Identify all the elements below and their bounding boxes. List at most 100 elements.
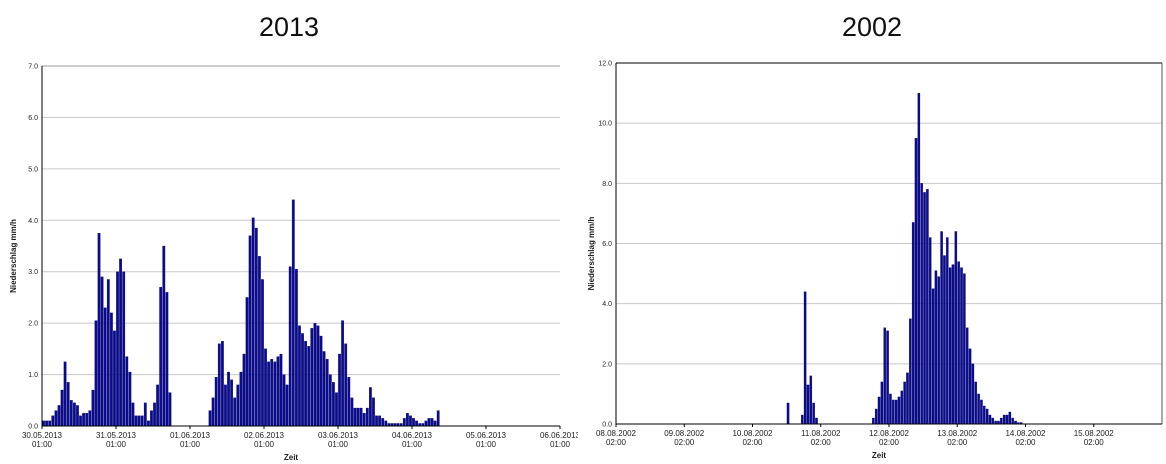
bar bbox=[76, 405, 79, 427]
bar bbox=[375, 415, 378, 427]
bar bbox=[344, 343, 348, 427]
bar bbox=[304, 341, 307, 427]
bar bbox=[903, 381, 906, 425]
bar bbox=[946, 237, 949, 425]
y-tick-label: 10.0 bbox=[598, 121, 612, 128]
bar bbox=[156, 384, 159, 427]
bar bbox=[951, 264, 955, 425]
x-tick-label-time: 02:00 bbox=[742, 438, 763, 447]
x-tick-label-date: 10.08.2002 bbox=[732, 429, 773, 438]
x-tick-label-time: 02:00 bbox=[674, 438, 695, 447]
bar bbox=[917, 92, 921, 425]
bar bbox=[313, 323, 317, 427]
bar bbox=[412, 418, 415, 427]
bar bbox=[267, 361, 270, 427]
bar bbox=[150, 410, 153, 427]
bar bbox=[242, 353, 246, 427]
x-tick-label-date: 11.08.2002 bbox=[801, 429, 841, 438]
bar bbox=[985, 408, 989, 425]
bar bbox=[147, 420, 150, 427]
bar bbox=[211, 397, 215, 427]
y-axis-label: Niederschlag mm/h bbox=[9, 219, 18, 293]
x-tick-label-time: 01:00 bbox=[180, 440, 201, 449]
bar-chart-2002: 0.02.04.06.08.010.012.008.08.200202:0009… bbox=[587, 61, 1163, 460]
x-tick-label-date: 12.08.2002 bbox=[869, 429, 910, 438]
bar bbox=[233, 397, 237, 427]
bar bbox=[815, 417, 818, 425]
bar bbox=[143, 402, 147, 427]
bar bbox=[106, 279, 110, 427]
x-tick-label-date: 05.06.2013 bbox=[466, 431, 507, 440]
bar bbox=[347, 377, 351, 427]
x-tick-label-date: 14.08.2002 bbox=[1005, 429, 1046, 438]
y-tick-label: 8.0 bbox=[602, 181, 612, 188]
bar bbox=[1011, 417, 1014, 425]
bar bbox=[934, 270, 938, 425]
bar bbox=[165, 292, 169, 427]
bar bbox=[224, 384, 227, 427]
bar bbox=[971, 363, 975, 425]
bar bbox=[894, 399, 898, 425]
x-tick-label-time: 02:00 bbox=[947, 438, 968, 447]
bar bbox=[335, 392, 338, 427]
x-tick-label-time: 01:00 bbox=[550, 440, 571, 449]
chart-panel-2002: 2002 0.0 2.0 4.0 6.0 8.0 10.0 12.0 08.08.2002 02… bbox=[578, 0, 1166, 464]
bar bbox=[307, 346, 311, 427]
x-tick-label-date: 31.05.2013 bbox=[96, 431, 137, 440]
y-axis-label: Niederschlag mm/h bbox=[587, 216, 596, 290]
bar bbox=[880, 381, 884, 425]
y-tick-label: 4.0 bbox=[602, 301, 612, 308]
x-tick-label-date: 06.06.2013 bbox=[540, 431, 578, 440]
x-tick-label-date: 01.06.2013 bbox=[170, 431, 211, 440]
bar bbox=[322, 351, 326, 427]
x-tick-label-date: 03.06.2013 bbox=[318, 431, 359, 440]
y-tick-label: 2.0 bbox=[28, 321, 38, 328]
bar bbox=[872, 417, 875, 425]
bar bbox=[341, 320, 344, 427]
bar bbox=[254, 227, 258, 427]
bar bbox=[248, 235, 252, 427]
x-tick-label-time: 01:00 bbox=[328, 440, 349, 449]
x-tick-label-date: 08.08.2002 bbox=[596, 429, 637, 438]
bar bbox=[208, 410, 212, 427]
bar bbox=[298, 325, 301, 427]
bar bbox=[365, 407, 369, 427]
bar bbox=[906, 372, 909, 425]
bar bbox=[892, 399, 895, 425]
bar bbox=[217, 343, 221, 427]
bar bbox=[110, 312, 113, 427]
bar bbox=[409, 415, 412, 427]
bar bbox=[159, 287, 163, 427]
bar bbox=[245, 297, 249, 427]
bar bbox=[140, 415, 144, 427]
bar bbox=[332, 382, 335, 427]
bar-chart-2013: 0.01.02.03.04.05.06.07.030.05.201301:003… bbox=[9, 64, 578, 463]
bar bbox=[372, 397, 375, 427]
x-tick-label-date: 02.06.2013 bbox=[244, 431, 285, 440]
bar bbox=[291, 199, 295, 427]
bar bbox=[116, 271, 119, 427]
bar bbox=[806, 384, 810, 425]
bar bbox=[79, 415, 82, 427]
bar bbox=[51, 415, 55, 427]
bar bbox=[786, 402, 790, 425]
bar bbox=[923, 192, 926, 425]
bar bbox=[69, 400, 73, 427]
bar bbox=[427, 418, 431, 427]
y-tick-label: 3.0 bbox=[28, 269, 38, 276]
bar bbox=[282, 374, 286, 427]
bar bbox=[301, 333, 304, 427]
bar bbox=[60, 389, 64, 427]
bar bbox=[948, 267, 952, 425]
bar bbox=[85, 413, 89, 427]
chart-title: 2002 bbox=[841, 12, 903, 42]
bar bbox=[236, 384, 240, 427]
x-tick-label-time: 02:00 bbox=[1084, 438, 1105, 447]
bar bbox=[928, 237, 932, 425]
bar bbox=[900, 390, 904, 425]
x-tick-label-time: 02:00 bbox=[811, 438, 832, 447]
bar bbox=[214, 377, 218, 427]
bar bbox=[954, 231, 958, 425]
y-tick-label: 5.0 bbox=[28, 166, 38, 173]
x-tick-label-date: 13.08.2002 bbox=[937, 429, 978, 438]
